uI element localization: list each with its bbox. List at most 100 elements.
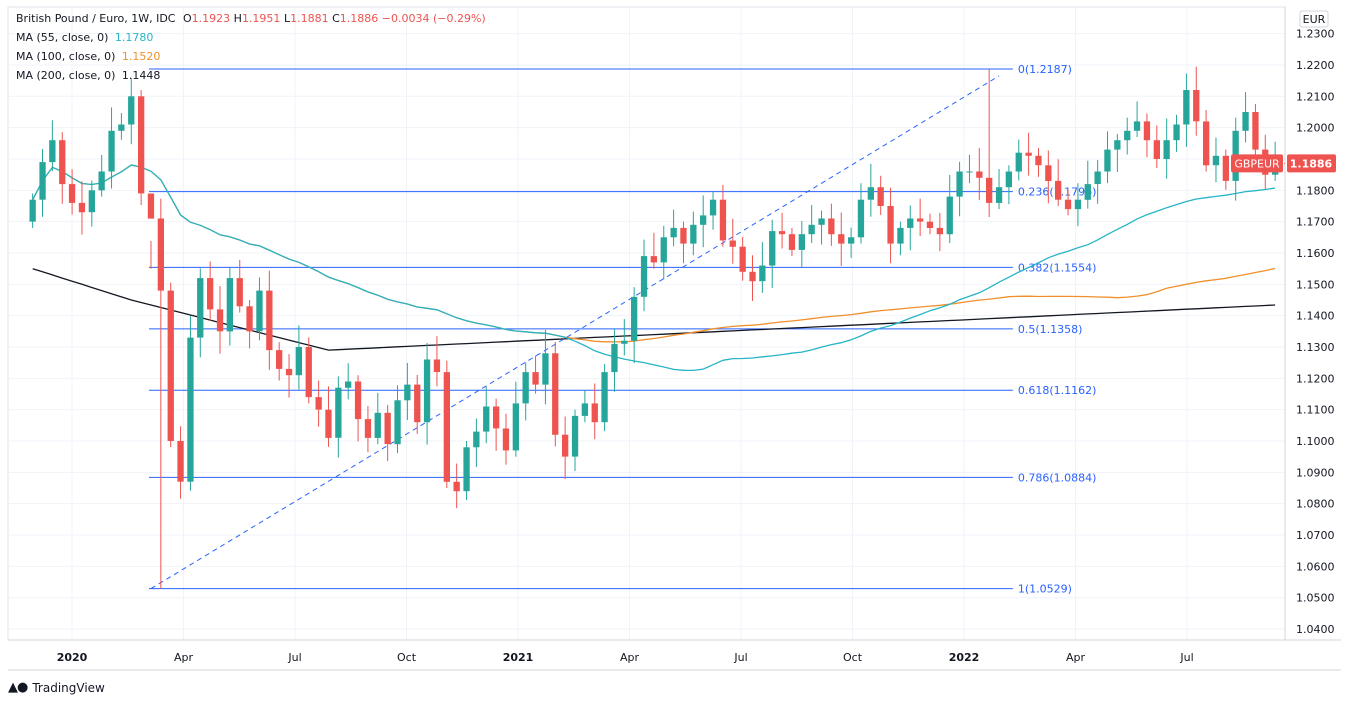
candle-body[interactable]	[601, 372, 608, 423]
candle-body[interactable]	[542, 353, 549, 385]
candle-body[interactable]	[917, 218, 924, 222]
candle-body[interactable]	[128, 96, 135, 125]
candle-body[interactable]	[453, 481, 460, 492]
candle-body[interactable]	[1094, 171, 1101, 185]
candle-body[interactable]	[788, 234, 796, 250]
legend-ma100[interactable]: MA (100, close, 0) 1.1520	[16, 47, 486, 66]
candle-body[interactable]	[631, 296, 638, 341]
candle-body[interactable]	[108, 130, 115, 172]
candle-body[interactable]	[138, 96, 145, 194]
candle-body[interactable]	[354, 381, 362, 420]
candle-body[interactable]	[621, 340, 628, 344]
candle-body[interactable]	[936, 227, 943, 235]
candle-body[interactable]	[207, 278, 214, 310]
price-tag[interactable]	[1287, 154, 1336, 173]
candle-body[interactable]	[1055, 180, 1062, 200]
candle-body[interactable]	[49, 140, 56, 163]
candle-body[interactable]	[709, 199, 717, 216]
candle-body[interactable]	[414, 384, 421, 423]
candle-body[interactable]	[1104, 149, 1111, 172]
symbol-tag[interactable]	[1231, 154, 1283, 173]
candle-body[interactable]	[1084, 184, 1091, 200]
candle-body[interactable]	[680, 227, 687, 244]
candle-body[interactable]	[98, 171, 105, 191]
candle-body[interactable]	[147, 193, 155, 219]
candle-body[interactable]	[1173, 124, 1180, 141]
candle-body[interactable]	[986, 177, 993, 203]
tradingview-logo[interactable]: ▲● TradingView	[8, 680, 105, 695]
candle-body[interactable]	[1183, 90, 1190, 125]
candle-body[interactable]	[995, 187, 1003, 203]
candle-body[interactable]	[828, 218, 835, 235]
candle-body[interactable]	[769, 231, 776, 266]
candle-body[interactable]	[423, 359, 431, 423]
candle-body[interactable]	[216, 309, 224, 332]
candle-body[interactable]	[68, 184, 76, 203]
candle-body[interactable]	[739, 246, 746, 272]
candle-body[interactable]	[562, 434, 569, 457]
candle-body[interactable]	[808, 224, 815, 235]
candle-body[interactable]	[335, 387, 342, 438]
candle-body[interactable]	[719, 199, 727, 241]
candle-body[interactable]	[749, 271, 756, 282]
legend-ma200[interactable]: MA (200, close, 0) 1.1448	[16, 66, 486, 85]
candle-body[interactable]	[236, 278, 243, 307]
candle-body[interactable]	[759, 265, 766, 282]
candle-body[interactable]	[1005, 171, 1012, 188]
candle-body[interactable]	[818, 218, 825, 225]
candle-body[interactable]	[325, 409, 332, 438]
candle-body[interactable]	[729, 240, 736, 247]
candle-body[interactable]	[157, 218, 164, 291]
candle-body[interactable]	[670, 227, 677, 238]
candle-body[interactable]	[966, 171, 973, 173]
candle-body[interactable]	[552, 353, 559, 435]
candle-body[interactable]	[611, 343, 618, 373]
candle-body[interactable]	[650, 256, 657, 263]
candle-body[interactable]	[266, 290, 273, 351]
currency-box[interactable]	[1299, 10, 1329, 28]
candle-body[interactable]	[315, 397, 322, 410]
candle-body[interactable]	[897, 227, 904, 244]
candle-body[interactable]	[256, 290, 263, 332]
candle-body[interactable]	[1025, 152, 1032, 156]
candle-body[interactable]	[956, 171, 963, 197]
candle-body[interactable]	[177, 441, 184, 482]
candle-body[interactable]	[433, 359, 441, 373]
candle-body[interactable]	[778, 231, 786, 235]
candle-body[interactable]	[394, 400, 401, 445]
candle-body[interactable]	[571, 415, 579, 457]
candle-body[interactable]	[29, 199, 36, 222]
candle-body[interactable]	[1193, 90, 1200, 122]
candle-body[interactable]	[295, 347, 302, 376]
candle-body[interactable]	[1124, 130, 1131, 141]
candle-body[interactable]	[690, 224, 697, 244]
candle-body[interactable]	[167, 290, 174, 441]
candle-body[interactable]	[946, 196, 953, 235]
candle-body[interactable]	[660, 237, 667, 263]
candle-body[interactable]	[877, 187, 884, 206]
candle-body[interactable]	[581, 403, 588, 416]
candle-body[interactable]	[1252, 112, 1259, 150]
candle-body[interactable]	[246, 306, 253, 332]
candle-body[interactable]	[187, 337, 194, 482]
candle-body[interactable]	[118, 124, 125, 131]
candle-body[interactable]	[887, 206, 894, 244]
candle-body[interactable]	[700, 215, 707, 225]
candle-body[interactable]	[404, 384, 411, 401]
candle-body[interactable]	[276, 350, 283, 369]
candle-body[interactable]	[907, 218, 914, 228]
candle-body[interactable]	[857, 199, 865, 238]
candle-body[interactable]	[867, 187, 874, 200]
candle-body[interactable]	[463, 447, 470, 492]
candle-body[interactable]	[443, 372, 450, 482]
candle-body[interactable]	[591, 403, 598, 423]
candle-body[interactable]	[226, 278, 233, 332]
candle-body[interactable]	[512, 403, 519, 451]
candle-body[interactable]	[59, 140, 66, 185]
candle-body[interactable]	[88, 190, 95, 213]
candle-body[interactable]	[640, 256, 648, 297]
candle-body[interactable]	[345, 381, 352, 388]
candle-body[interactable]	[522, 372, 529, 404]
candle-body[interactable]	[1242, 112, 1249, 131]
